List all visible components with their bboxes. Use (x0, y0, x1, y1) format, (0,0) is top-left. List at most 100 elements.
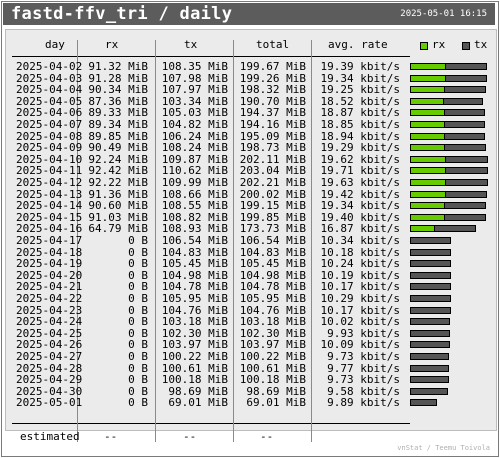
cell-tx: 104.76 MiB (161, 303, 228, 317)
cell-rate: 10.02 kbit/s (320, 315, 400, 329)
bar-rx (410, 86, 445, 94)
cell-rx: 92.42 MiB (88, 164, 148, 178)
cell-rate: 10.34 kbit/s (320, 234, 400, 247)
cell-total: 105.95 MiB (239, 292, 306, 305)
bar-tx (410, 248, 451, 256)
legend-tx-label: tx (474, 38, 488, 51)
cell-tx: 108.93 MiB (161, 222, 228, 236)
cell-rate: 18.87 kbit/s (320, 106, 400, 120)
cell-rx: 91.32 MiB (88, 60, 148, 73)
cell-day: 2025-04-16 (16, 222, 83, 236)
bar-tx (445, 179, 488, 186)
header-day: day (45, 38, 65, 51)
cell-total: 104.78 MiB (239, 280, 306, 294)
cell-rx: 0 B (128, 292, 148, 305)
title-bar: fastd-ffv_tri / daily 2025-05-01 16:15 (3, 3, 495, 25)
header-total: total (256, 38, 290, 51)
col-separator (77, 40, 78, 442)
header-rx: rx (105, 38, 119, 51)
cell-rx: 92.24 MiB (88, 152, 148, 166)
cell-rate: 19.25 kbit/s (320, 83, 400, 97)
credit-text: vnStat / Teemu Toivola (397, 444, 490, 452)
bar-rx (410, 213, 445, 221)
legend-rx-label: rx (432, 38, 446, 51)
cell-rate: 19.39 kbit/s (320, 60, 400, 73)
bar-rx (410, 190, 446, 198)
cell-total: 100.18 MiB (239, 373, 306, 387)
cell-tx: 69.01 MiB (168, 396, 228, 410)
cell-rate: 19.63 kbit/s (320, 176, 400, 189)
cell-tx: 103.18 MiB (161, 315, 228, 329)
cell-rx: 91.03 MiB (88, 210, 148, 224)
cell-rx: 0 B (128, 338, 148, 352)
cell-day: 2025-04-21 (16, 280, 83, 294)
bar-rx (410, 225, 435, 233)
cell-rx: 89.33 MiB (88, 106, 148, 120)
bar-tx (410, 260, 451, 268)
cell-rx: 91.36 MiB (88, 187, 148, 201)
cell-rate: 18.94 kbit/s (320, 129, 400, 143)
cell-day: 2025-04-11 (16, 164, 83, 178)
legend-rx-swatch (420, 42, 428, 50)
cell-tx: 98.69 MiB (168, 384, 228, 398)
cell-tx: 109.87 MiB (161, 152, 228, 166)
cell-rate: 19.34 kbit/s (320, 71, 400, 85)
cell-rate: 9.73 kbit/s (327, 350, 400, 363)
cell-day: 2025-04-04 (16, 83, 83, 97)
cell-total: 100.22 MiB (239, 350, 306, 363)
cell-tx: 106.24 MiB (161, 129, 228, 143)
cell-rate: 9.77 kbit/s (327, 361, 400, 375)
cell-tx: 103.97 MiB (161, 338, 228, 352)
bar-tx (445, 155, 488, 163)
cell-tx: 106.54 MiB (161, 234, 228, 247)
cell-rate: 9.58 kbit/s (327, 384, 400, 398)
cell-day: 2025-04-15 (16, 210, 83, 224)
bar-tx (410, 306, 451, 314)
cell-total: 199.67 MiB (239, 60, 306, 73)
bar-tx (444, 86, 486, 94)
bar-rx (410, 144, 445, 152)
cell-rate: 19.71 kbit/s (320, 164, 400, 178)
cell-rate: 10.24 kbit/s (320, 257, 400, 271)
bar-tx (410, 353, 449, 360)
cell-day: 2025-04-08 (16, 129, 83, 143)
bar-tx (434, 225, 476, 233)
cell-rx: 0 B (128, 350, 148, 363)
cell-tx: 100.22 MiB (161, 350, 228, 363)
bar-rx (410, 74, 446, 82)
cell-rate: 10.19 kbit/s (320, 268, 400, 282)
cell-tx: 108.66 MiB (161, 187, 228, 201)
cell-total: 104.76 MiB (239, 303, 306, 317)
cell-rate: 9.89 kbit/s (327, 396, 400, 410)
cell-total: 199.26 MiB (239, 71, 306, 85)
cell-total: 190.70 MiB (239, 94, 306, 108)
bar-tx (410, 387, 448, 395)
bar-tx (410, 364, 449, 372)
cell-rx: 64.79 MiB (88, 222, 148, 236)
header-avg-rate: avg. rate (328, 38, 388, 51)
cell-rate: 9.93 kbit/s (327, 326, 400, 340)
cell-rx: 0 B (128, 326, 148, 340)
cell-total: 194.37 MiB (239, 106, 306, 120)
footer-rule (12, 423, 410, 424)
cell-day: 2025-04-22 (16, 292, 83, 305)
header-rule (12, 56, 410, 57)
cell-rate: 19.29 kbit/s (320, 141, 400, 155)
cell-rate: 19.62 kbit/s (320, 152, 400, 166)
cell-rate: 10.29 kbit/s (320, 292, 400, 305)
cell-tx: 105.03 MiB (161, 106, 228, 120)
bar-rx (410, 121, 445, 128)
bar-tx (410, 399, 437, 407)
cell-tx: 104.83 MiB (161, 245, 228, 259)
cell-total: 202.11 MiB (239, 152, 306, 166)
bar-tx (444, 132, 485, 140)
cell-rx: 0 B (128, 361, 148, 375)
cell-tx: 107.97 MiB (161, 83, 228, 97)
cell-rx: 87.36 MiB (88, 94, 148, 108)
cell-total: 195.09 MiB (239, 129, 306, 143)
cell-total: 198.73 MiB (239, 141, 306, 155)
cell-rx: 0 B (128, 303, 148, 317)
cell-rate: 18.52 kbit/s (320, 94, 400, 108)
cell-rate: 10.17 kbit/s (320, 280, 400, 294)
bar-tx (443, 97, 483, 105)
